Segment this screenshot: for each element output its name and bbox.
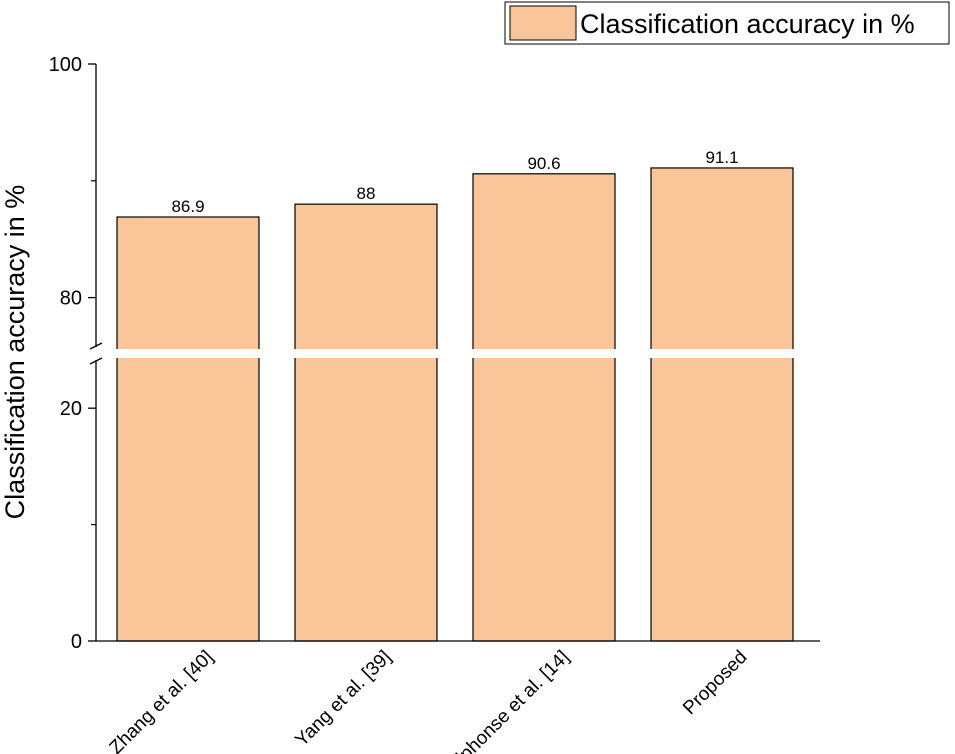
legend: Classification accuracy in % — [504, 1, 950, 45]
legend-frame — [504, 1, 950, 45]
y-tick-label-1: 0 — [71, 631, 82, 653]
bar-4 — [650, 167, 794, 642]
axis-break-band — [90, 349, 800, 358]
data-label-1: 86.9 — [171, 197, 204, 216]
category-label-1: Zhang et al. [40] — [106, 647, 218, 754]
y-tick-label-2: 20 — [60, 398, 82, 420]
bar-3 — [472, 173, 616, 642]
category-label-2: Yang et al. [39] — [291, 647, 395, 751]
y-tick-label-3: 80 — [60, 288, 82, 310]
data-label-3: 90.6 — [527, 154, 560, 173]
legend-label: Classification accuracy in % — [580, 9, 915, 39]
legend-swatch — [509, 5, 577, 41]
axis-break-layer — [90, 349, 800, 358]
data-label-2: 88 — [357, 184, 376, 203]
bar-2 — [294, 203, 438, 642]
axis-break-mark-1 — [89, 342, 103, 350]
y-axis: 0 20 80 100 — [49, 54, 820, 653]
data-label-4: 91.1 — [705, 148, 738, 167]
bar-1 — [116, 216, 260, 642]
bars-layer — [116, 167, 794, 642]
axis-break-mark-2 — [89, 357, 103, 365]
category-label-3: Alphonse et al. [14] — [444, 647, 574, 754]
category-label-4: Proposed — [679, 647, 751, 719]
y-axis-title: Classification accuracy in % — [0, 185, 30, 520]
y-tick-label-4: 100 — [49, 54, 82, 76]
